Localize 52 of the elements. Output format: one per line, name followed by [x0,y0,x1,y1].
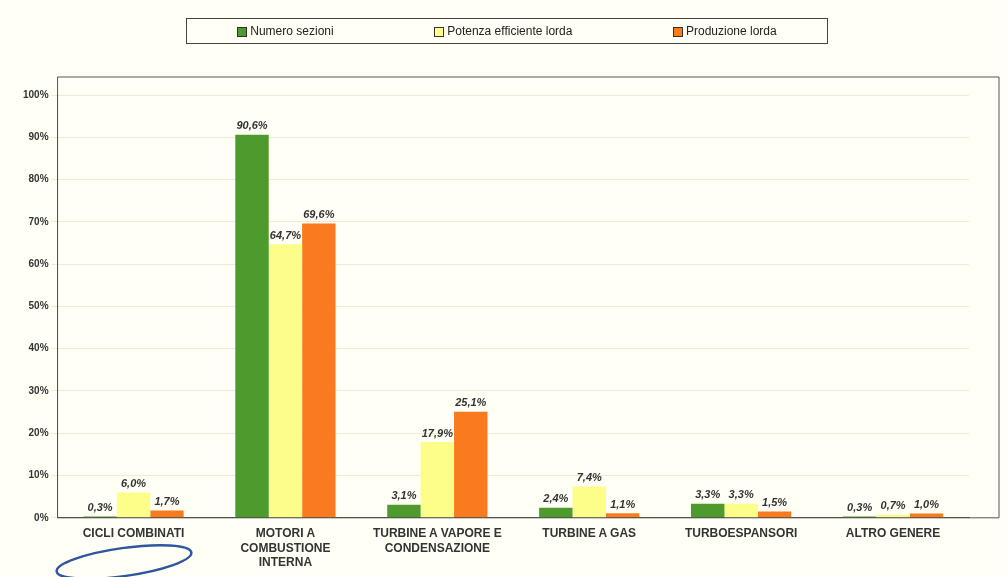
legend-label: Potenza efficiente lorda [446,24,573,38]
data-label: 3,3% [695,488,721,501]
y-tick-label: 70% [28,215,49,227]
y-tick-label: 40% [28,342,49,354]
bar [150,510,184,518]
bar [116,492,151,518]
x-tick-label: TURBINE A VAPORE E CONDENSAZIONE [372,526,502,555]
x-tick-label: TURBOESPANSORI [684,526,798,541]
data-label: 90,6% [236,119,268,132]
data-label: 17,9% [421,426,454,439]
data-label: 1,0% [913,498,940,511]
bar [572,486,606,518]
x-tick-label: TURBINE A GAS [542,526,637,541]
legend-label: Produzione lorda [685,24,777,38]
data-label: 3,1% [391,489,417,502]
y-tick-label: 30% [28,384,49,396]
data-label: 0,3% [87,501,113,514]
y-tick-label: 90% [28,131,49,143]
y-tick-label: 100% [23,88,49,100]
data-label: 69,6% [303,208,335,221]
data-label: 6,0% [120,476,147,489]
bar [691,503,725,518]
data-label: 25,1% [454,396,487,409]
data-label: 7,4% [576,471,602,484]
data-label: 3,3% [728,488,754,501]
y-tick-label: 0% [34,511,49,523]
bar [757,511,792,518]
bar [235,134,269,518]
data-label: 0,7% [880,499,906,512]
bar [724,503,758,518]
bar [539,507,573,518]
data-label: 2,4% [542,492,569,505]
data-label: 1,5% [762,495,788,508]
y-tick-label: 10% [28,469,49,481]
data-label: 0,3% [847,501,873,514]
bar [387,504,421,518]
x-tick-label: ALTRO GENERE [845,526,941,541]
bar [302,223,336,518]
x-tick-label: MOTORI A COMBUSTIONE INTERNA [240,526,331,570]
bar [268,244,303,518]
x-tick-label: CICLI COMBINATI [82,526,185,541]
y-tick-label: 60% [28,257,49,269]
data-label: 1,1% [610,497,636,510]
data-label: 1,7% [154,495,180,508]
legend-label: Numero sezioni [249,24,334,38]
y-tick-label: 80% [28,173,49,185]
bar [605,513,640,518]
bar [420,442,455,518]
data-label: 64,7% [269,228,302,241]
bar [454,411,488,518]
y-tick-label: 20% [28,426,49,438]
y-tick-label: 50% [28,300,49,312]
